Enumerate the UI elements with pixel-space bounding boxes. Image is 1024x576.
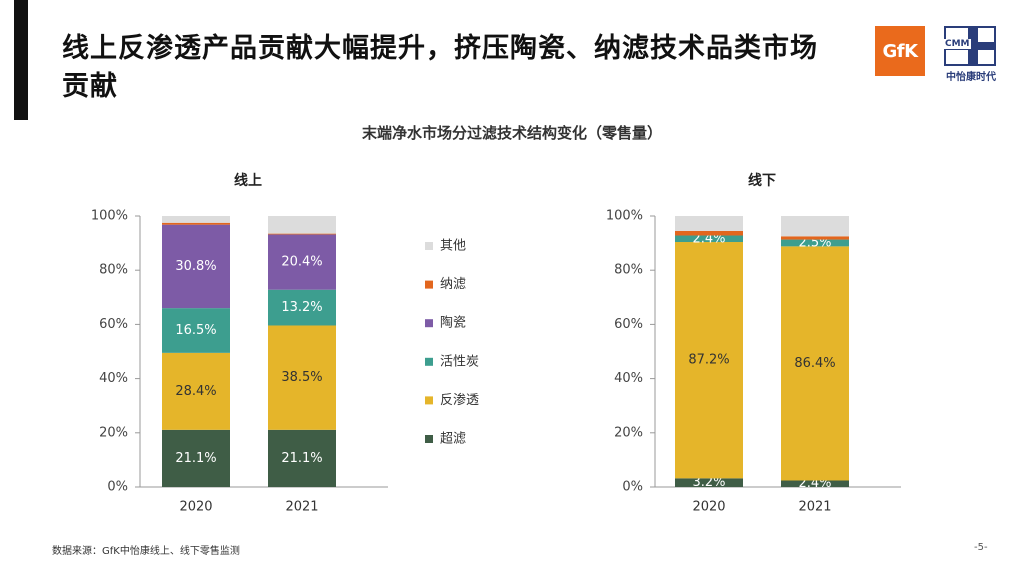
legend-label: 活性炭 [440,354,479,369]
legend-label: 其他 [440,239,466,254]
data-label: 20.4% [281,255,322,270]
page-number: -5- [974,542,988,553]
bar-segment-活性炭 [781,239,849,247]
cmm-logo-text: CMM [944,39,971,49]
panel-title: 线上 [234,172,262,189]
y-tick-label: 60% [99,317,128,332]
bar-segment-陶瓷 [162,224,230,309]
gfk-logo: GfK [875,26,925,76]
bar-segment-超滤 [162,429,230,487]
y-tick-label: 100% [606,209,643,224]
bar-segment-超滤 [781,480,849,487]
data-label: 30.8% [175,259,216,274]
x-tick-label: 2020 [692,500,725,515]
y-tick-label: 20% [99,425,128,440]
bar-segment-超滤 [268,429,336,487]
bar-segment-陶瓷 [268,234,336,290]
legend-swatch-陶瓷 [425,319,433,328]
y-tick-label: 0% [107,480,128,495]
panel-title: 线下 [748,172,776,189]
bar-segment-反渗透 [162,352,230,430]
legend-swatch-活性炭 [425,357,433,366]
bar-segment-活性炭 [675,235,743,243]
bar-segment-活性炭 [268,289,336,326]
bar-segment-纳滤 [781,236,849,240]
data-label: 28.4% [175,384,216,399]
data-label: 87.2% [688,353,729,368]
legend-swatch-其他 [425,242,433,250]
y-tick-label: 80% [99,263,128,278]
data-label: 13.2% [281,300,322,315]
bar-segment-其他 [268,216,336,234]
x-tick-label: 2021 [798,500,831,515]
page-title: 线上反渗透产品贡献大幅提升，挤压陶瓷、纳滤技术品类市场贡献 [62,33,818,102]
data-label: 86.4% [794,356,835,371]
data-source-note: 数据来源：GfK中怡康线上、线下零售监测 [52,546,240,557]
cmm-logo-name: 中怡康时代 [946,72,996,83]
bar-segment-反渗透 [268,325,336,430]
bar-segment-反渗透 [675,242,743,479]
bar-segment-活性炭 [162,308,230,353]
data-label: 21.1% [175,451,216,466]
data-label: 21.1% [281,451,322,466]
y-tick-label: 20% [614,425,643,440]
chart-title: 末端净水市场分过滤技术结构变化（零售量） [361,124,662,142]
x-tick-label: 2020 [179,500,212,515]
x-tick-label: 2021 [285,500,318,515]
legend-label: 纳滤 [440,277,466,292]
cmm-logo: CMM 中怡康时代 [938,26,1004,84]
bar-segment-纳滤 [162,222,230,225]
legend-swatch-纳滤 [425,280,433,289]
y-tick-label: 60% [614,317,643,332]
bar-segment-纳滤 [675,230,743,236]
bar-segment-超滤 [675,478,743,487]
title-accent-bar [14,0,28,120]
bar-segment-其他 [162,216,230,223]
bar-segment-其他 [781,216,849,237]
bar-segment-其他 [675,216,743,231]
legend-label: 反渗透 [440,393,479,408]
data-label: 3.2% [692,475,725,490]
y-tick-label: 40% [614,371,643,386]
bar-segment-纳滤 [268,233,336,235]
legend-swatch-超滤 [425,435,433,443]
legend-label: 陶瓷 [440,315,466,331]
y-tick-label: 100% [91,209,128,224]
y-tick-label: 80% [614,263,643,278]
legend-swatch-反渗透 [425,396,433,405]
bar-segment-反渗透 [781,246,849,481]
legend-label: 超滤 [440,432,466,447]
y-tick-label: 40% [99,371,128,386]
y-tick-label: 0% [622,480,643,495]
data-label: 38.5% [281,370,322,385]
data-label: 16.5% [175,323,216,338]
